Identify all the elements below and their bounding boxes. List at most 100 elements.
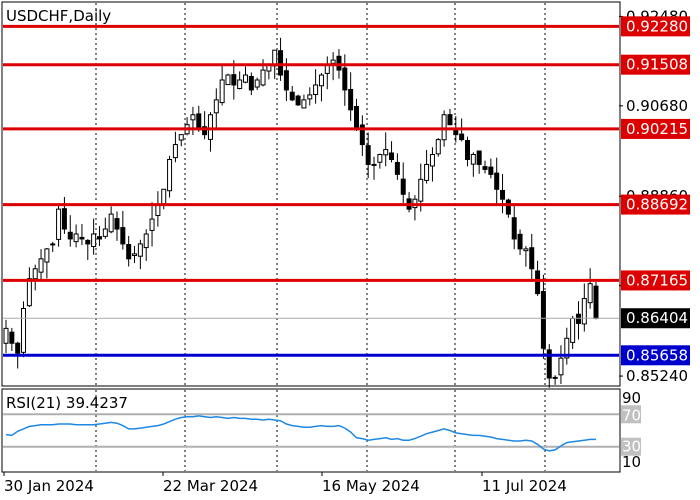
candle-body — [494, 172, 500, 190]
candle-body — [529, 247, 535, 270]
candle-body — [283, 70, 289, 91]
candle-body — [546, 349, 552, 379]
candle-body — [552, 376, 558, 379]
candle-body — [190, 114, 196, 121]
candle-body — [523, 248, 529, 252]
y-tick-label: 0.90680 — [626, 97, 688, 115]
candle-body — [342, 67, 348, 91]
x-tick-label: 22 Mar 2024 — [163, 477, 258, 495]
level-price-label: 0.91508 — [626, 56, 688, 74]
candle-body — [278, 50, 284, 76]
candle-body — [3, 327, 9, 344]
candle-body — [219, 79, 225, 104]
candle-body — [91, 233, 97, 248]
y-tick-label: 0.85240 — [626, 367, 688, 385]
rsi-panel-frame — [1, 388, 621, 473]
candle-body — [535, 270, 541, 295]
candle-body — [260, 69, 266, 86]
candle-body — [295, 95, 301, 106]
candle-body — [353, 106, 359, 131]
candle-body — [161, 188, 167, 205]
candle-body — [120, 227, 126, 245]
candle-body — [32, 268, 38, 280]
candle-body — [593, 285, 599, 319]
candle-body — [429, 154, 435, 167]
candle-body — [459, 133, 465, 141]
candle-body — [377, 154, 383, 163]
candle-body — [9, 331, 15, 344]
candle-body — [254, 79, 260, 88]
candle-body — [149, 218, 155, 231]
level-price-label: 0.88692 — [626, 196, 688, 214]
candle-body — [575, 313, 581, 324]
candle-body — [237, 79, 243, 89]
candle-body — [21, 308, 27, 353]
level-price-box — [621, 270, 690, 291]
candle-body — [126, 244, 132, 260]
candle-body — [570, 317, 576, 343]
candle-body — [61, 208, 67, 230]
candle-body — [424, 163, 430, 181]
candle-body — [564, 337, 570, 359]
time-axis: 30 Jan 2024 22 Mar 2024 16 May 2024 11 Jul … — [3, 472, 567, 495]
level-lines — [3, 24, 619, 357]
candle-body — [196, 113, 202, 131]
candle-body — [178, 134, 184, 141]
candle-body — [400, 178, 406, 195]
candle-body — [383, 149, 389, 156]
level-price-label: 0.87165 — [626, 271, 688, 289]
candle-body — [15, 342, 21, 354]
candle-body — [114, 218, 120, 230]
candle-body — [330, 59, 336, 64]
candle-body — [85, 239, 91, 245]
candle-body — [348, 88, 354, 111]
current-price-box — [621, 308, 690, 329]
candle-body — [73, 233, 79, 243]
candle-body — [167, 158, 173, 192]
candle-body — [394, 161, 400, 175]
candle-body — [500, 189, 506, 200]
candle-body — [207, 114, 213, 140]
rsi-tick-label: 10 — [622, 453, 641, 471]
candle-body — [213, 99, 219, 114]
candle-body — [441, 114, 447, 141]
candle-body — [482, 166, 488, 170]
chart-title: USDCHF,Daily — [6, 7, 111, 25]
candle-body — [540, 291, 546, 349]
level-price-box — [621, 194, 690, 215]
candle-body — [56, 208, 62, 240]
rsi-tick-label: 70 — [622, 406, 641, 424]
level-price-box — [621, 345, 690, 366]
candle-body — [359, 124, 365, 146]
price-panel-frame — [1, 1, 621, 387]
candle-body — [511, 217, 517, 240]
candle-body — [225, 74, 231, 86]
rsi-title: RSI(21) 39.4237 — [6, 394, 128, 412]
candle-body — [435, 139, 441, 155]
candle-body — [26, 278, 32, 307]
rsi-band-box — [621, 405, 641, 424]
candle-body — [476, 150, 482, 165]
candle-body — [558, 357, 564, 376]
x-tick-label: 16 May 2024 — [322, 477, 420, 495]
candle-body — [44, 248, 50, 263]
candle-body — [488, 166, 494, 175]
candle-body — [38, 258, 44, 273]
candle-body — [447, 114, 453, 126]
candle-body — [102, 228, 108, 237]
candle-body — [231, 74, 237, 86]
candle-body — [587, 283, 593, 304]
candle-body — [67, 231, 73, 240]
rsi-line — [5, 415, 596, 452]
level-price-label: 0.90215 — [626, 120, 688, 138]
candle-body — [418, 178, 424, 202]
level-price-label: 0.92280 — [626, 17, 688, 35]
gridlines — [95, 3, 546, 471]
candle-body — [132, 253, 138, 256]
candle-body — [248, 75, 254, 91]
price-axis: 0.924800.906800.888600.870600.852400.922… — [619, 7, 690, 385]
candle-body — [505, 199, 511, 215]
